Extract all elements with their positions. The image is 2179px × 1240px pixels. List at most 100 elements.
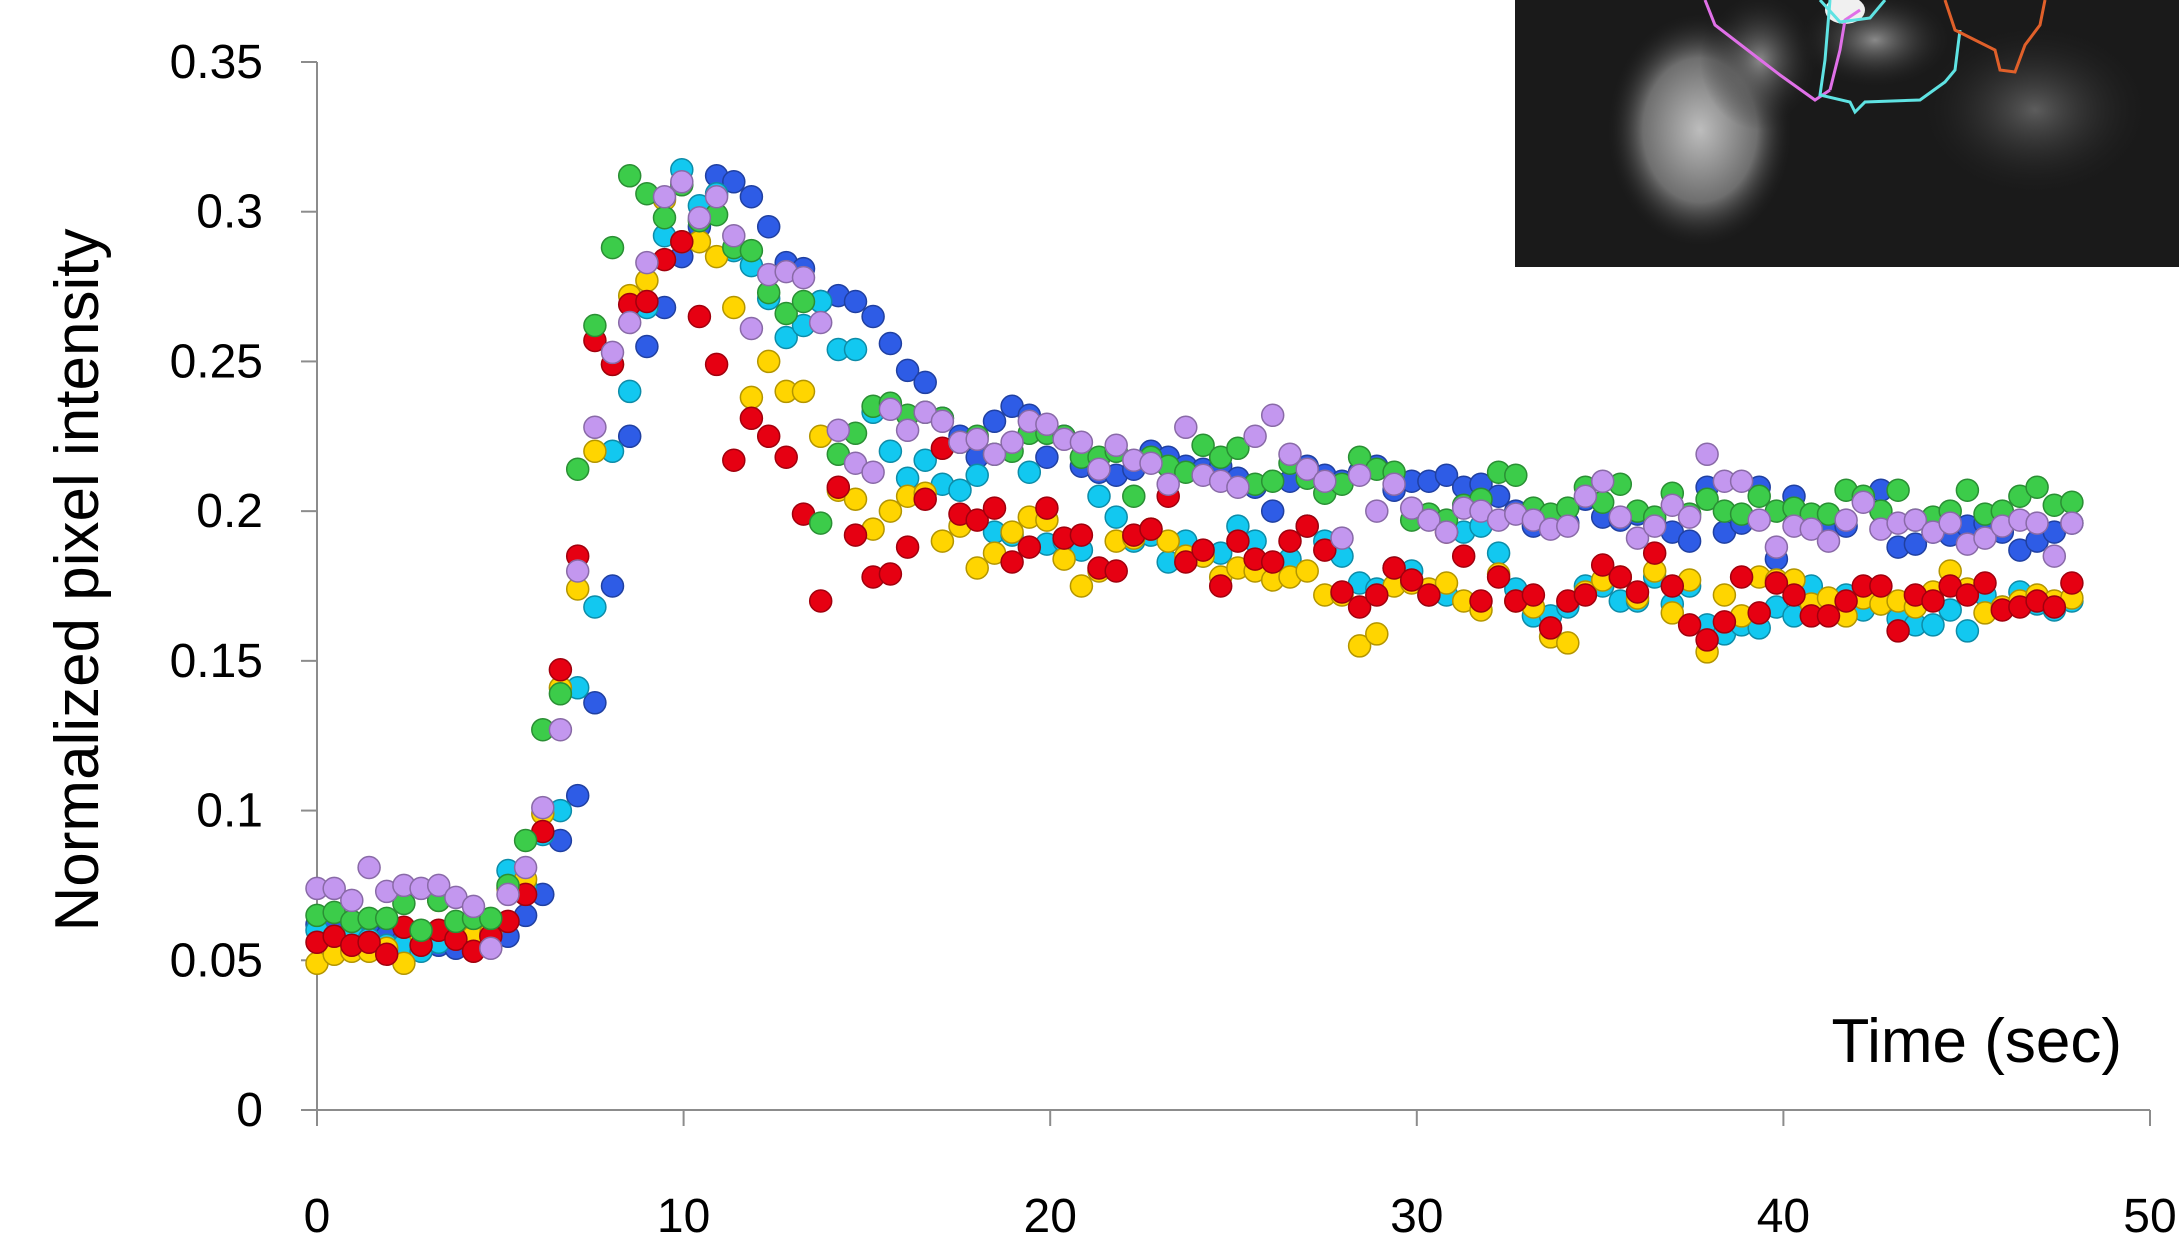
data-point bbox=[1677, 529, 1702, 553]
data-point bbox=[739, 385, 764, 410]
data-point bbox=[2042, 595, 2067, 619]
data-point bbox=[756, 214, 781, 239]
data-point bbox=[1191, 538, 1215, 562]
data-point bbox=[1000, 520, 1024, 544]
data-point bbox=[548, 717, 573, 742]
data-point bbox=[1347, 595, 1372, 619]
data-point bbox=[1660, 601, 1685, 625]
data-point bbox=[756, 349, 781, 374]
data-point bbox=[1903, 532, 1928, 556]
data-point bbox=[1538, 616, 1563, 640]
data-point bbox=[1747, 484, 1771, 508]
data-point bbox=[1712, 610, 1737, 634]
data-point bbox=[1521, 583, 1546, 607]
data-point bbox=[1052, 547, 1076, 571]
data-point bbox=[2060, 571, 2084, 595]
data-point bbox=[2042, 544, 2067, 568]
data-point bbox=[583, 595, 607, 619]
data-point bbox=[704, 184, 729, 209]
data-point bbox=[739, 316, 764, 341]
data-point bbox=[965, 556, 989, 580]
data-point bbox=[1278, 442, 1302, 467]
data-point bbox=[930, 529, 955, 553]
data-point bbox=[1903, 508, 1928, 532]
data-point bbox=[1921, 613, 1945, 637]
data-point bbox=[722, 295, 746, 320]
data-point bbox=[1834, 508, 1858, 532]
data-point bbox=[1035, 445, 1059, 469]
data-point bbox=[1642, 514, 1667, 538]
data-point bbox=[1782, 583, 1806, 607]
data-point bbox=[1313, 538, 1337, 562]
data-point bbox=[895, 358, 920, 383]
data-point bbox=[1886, 478, 1910, 502]
data-point bbox=[1608, 505, 1633, 529]
data-point bbox=[1104, 505, 1128, 529]
data-point bbox=[1017, 460, 1042, 484]
data-point bbox=[565, 457, 590, 481]
data-point bbox=[1816, 604, 1841, 628]
data-point bbox=[1469, 589, 1493, 613]
data-point bbox=[565, 559, 590, 583]
data-point bbox=[878, 331, 903, 356]
data-point bbox=[1642, 541, 1667, 565]
data-point bbox=[1729, 565, 1754, 589]
data-point bbox=[843, 289, 868, 314]
data-point bbox=[548, 658, 573, 682]
data-point bbox=[1486, 541, 1511, 565]
data-point bbox=[600, 574, 625, 598]
data-point bbox=[1556, 631, 1580, 655]
data-point bbox=[1017, 535, 1042, 559]
data-point bbox=[861, 460, 885, 484]
data-point bbox=[617, 379, 642, 404]
data-point bbox=[791, 265, 816, 290]
data-point bbox=[1660, 574, 1685, 598]
x-tick-label: 20 bbox=[1024, 1190, 1077, 1240]
data-point bbox=[2060, 490, 2084, 514]
data-point bbox=[635, 289, 659, 314]
y-axis-title: Normalized pixel intensity bbox=[43, 229, 112, 932]
x-tick-label: 30 bbox=[1390, 1190, 1443, 1240]
data-point bbox=[878, 499, 903, 523]
data-point bbox=[1955, 619, 1980, 643]
y-tick-label: 0.05 bbox=[170, 934, 263, 987]
data-point bbox=[1399, 496, 1424, 520]
data-point bbox=[479, 936, 503, 961]
data-point bbox=[1156, 529, 1180, 553]
data-point bbox=[1955, 478, 1980, 502]
data-point bbox=[1260, 469, 1285, 493]
data-point bbox=[617, 424, 642, 449]
data-point bbox=[965, 508, 989, 532]
data-point bbox=[1625, 526, 1650, 550]
data-point bbox=[1417, 508, 1441, 532]
data-point bbox=[1087, 457, 1111, 481]
data-point bbox=[1504, 463, 1528, 487]
data-point bbox=[513, 855, 538, 880]
data-point bbox=[1660, 493, 1685, 517]
data-point bbox=[461, 894, 486, 919]
data-point bbox=[1295, 559, 1319, 583]
data-point bbox=[1278, 529, 1302, 553]
data-point bbox=[1573, 484, 1598, 508]
data-point bbox=[878, 562, 903, 586]
data-point bbox=[1260, 550, 1285, 574]
data-point bbox=[756, 424, 781, 449]
y-tick-label: 0.1 bbox=[196, 785, 263, 838]
data-point bbox=[982, 496, 1007, 520]
data-point bbox=[2025, 475, 2049, 499]
series-4 bbox=[305, 229, 2084, 967]
data-point bbox=[1590, 553, 1615, 577]
data-point bbox=[704, 352, 729, 377]
data-point bbox=[1921, 589, 1945, 613]
data-point bbox=[1139, 517, 1163, 541]
data-point bbox=[774, 325, 798, 350]
data-point bbox=[1434, 520, 1459, 544]
data-point bbox=[843, 337, 868, 362]
data-point bbox=[1417, 583, 1441, 607]
data-point bbox=[600, 235, 625, 260]
data-point bbox=[1156, 472, 1180, 496]
data-point bbox=[513, 828, 538, 853]
data-point bbox=[1764, 535, 1789, 559]
data-point bbox=[895, 535, 920, 559]
data-point bbox=[808, 511, 833, 535]
